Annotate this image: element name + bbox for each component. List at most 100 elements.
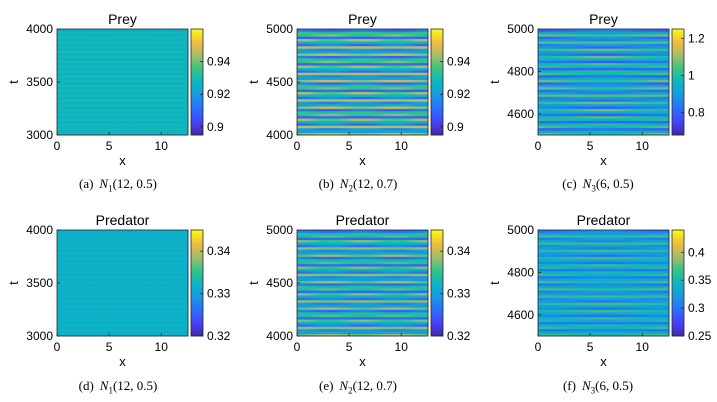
heatmap-cell [89,127,96,131]
colorbar-segment [672,121,684,125]
heatmap-cell [324,74,331,78]
heatmap-cell [647,101,654,105]
heatmap-cell [307,82,314,85]
heatmap-cell [155,323,162,327]
heatmap-cell [166,285,173,289]
heatmap-cell [373,304,380,308]
heatmap-cell [335,31,342,35]
heatmap-cell [302,113,309,117]
heatmap-cell [133,33,140,37]
heatmap-cell [663,79,670,83]
heatmap-cell [84,234,91,238]
heatmap-cell [543,50,550,54]
heatmap-cell [608,36,615,40]
colorbar-segment [672,66,684,70]
heatmap-cell [351,84,358,88]
heatmap-cell [171,72,178,76]
heatmap-cell [417,91,423,95]
colorbar-segment [191,132,203,136]
heatmap-cell [182,67,189,71]
heatmap-cell [411,132,418,136]
heatmap-cell [400,307,407,310]
heatmap-cell [335,38,342,42]
heatmap-cell [389,31,396,35]
heatmap-cell [133,65,140,68]
heatmap-cell [663,108,670,112]
heatmap-cell [417,316,423,320]
heatmap-cell [155,67,162,71]
heatmap-cell [182,110,189,114]
heatmap-cell [630,29,637,32]
heatmap-cell [313,323,320,327]
heatmap-cell [340,333,347,337]
heatmap-cell [313,41,320,44]
heatmap-cell [587,36,593,40]
heatmap-cell [177,60,183,64]
heatmap-cell [636,130,643,133]
heatmap-cell [570,108,577,112]
heatmap-cell [171,299,178,303]
heatmap-cell [362,41,369,44]
heatmap-cell [652,91,659,95]
heatmap-cell [67,244,74,248]
heatmap-cell [122,45,129,49]
heatmap-cell [127,74,134,78]
heatmap-cell [84,53,91,56]
heatmap-cell [351,98,358,102]
heatmap-cell [389,309,396,313]
heatmap-cell [592,79,599,83]
heatmap-cell [570,115,577,119]
heatmap-cell [166,302,173,306]
heatmap-cell [417,113,423,117]
heatmap-cell [111,103,118,107]
heatmap-cell [324,110,331,114]
heatmap-cell [106,266,112,269]
heatmap-cell [351,115,358,119]
heatmap-cell [84,36,91,40]
heatmap-cell [636,91,643,95]
heatmap-cell [329,125,336,129]
heatmap-cell [335,309,342,313]
heatmap-cell [127,79,134,83]
heatmap-cell [302,132,309,136]
heatmap-cell [149,311,156,315]
heatmap-cell [89,292,96,296]
heatmap-cell [78,230,85,233]
heatmap-cell [367,319,374,322]
heatmap-cell [658,45,664,49]
heatmap-cell [144,55,151,59]
colorbar-segment [191,119,203,123]
heatmap-cell [117,285,123,289]
heatmap-cell [95,285,102,289]
heatmap-cell [307,43,314,47]
colorbar-segment [191,66,203,70]
heatmap-cell [62,275,69,279]
heatmap-cell [133,72,140,76]
heatmap-cell [171,108,178,112]
heatmap-cell [346,295,352,298]
heatmap-cell [417,48,423,52]
heatmap-cell [155,122,162,126]
heatmap-cell [581,106,588,109]
heatmap-cell [362,55,369,59]
heatmap-cell [89,321,96,325]
heatmap-cell [155,79,162,83]
heatmap-cell [57,115,63,119]
heatmap-cell [417,69,423,73]
heatmap-cell [100,36,107,40]
heatmap-cell [177,314,183,318]
heatmap-cell [592,98,599,102]
colorbar-segment [431,95,443,99]
heatmap-cell [395,118,402,121]
heatmap-cell [100,118,107,121]
heatmap-cell [127,299,134,303]
heatmap-cell [138,108,145,112]
heatmap-cell [329,333,336,337]
heatmap-cell [302,287,309,291]
heatmap-cell [122,287,129,291]
heatmap-cell [84,321,91,325]
heatmap-cell [592,43,599,47]
heatmap-cell [62,283,69,286]
heatmap-cell [144,244,151,248]
